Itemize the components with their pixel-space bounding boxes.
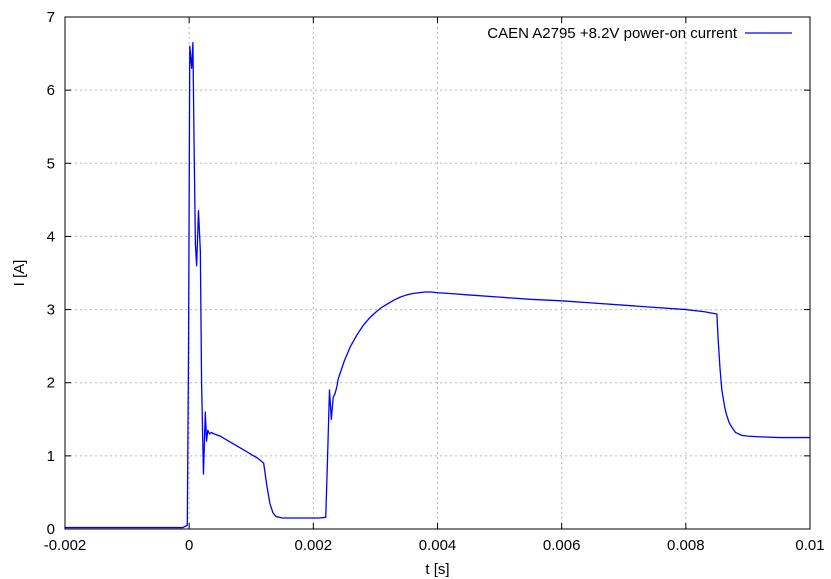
x-tick-label: 0.006 (543, 537, 581, 554)
grid (65, 17, 810, 529)
y-tick-label: 1 (47, 448, 55, 465)
ticks (64, 16, 811, 530)
y-tick-label: 3 (47, 302, 55, 319)
x-axis-label: t [s] (425, 561, 449, 578)
y-tick-label: 4 (47, 228, 55, 245)
x-tick-label: 0.004 (419, 537, 457, 554)
x-tick-label: 0.008 (667, 537, 705, 554)
x-tick-label: -0.002 (44, 537, 87, 554)
y-axis-label: I [A] (11, 260, 28, 287)
legend: CAEN A2795 +8.2V power-on current (487, 25, 792, 42)
y-tick-label: 5 (47, 155, 55, 172)
y-tick-label: 0 (47, 521, 55, 538)
x-tick-label: 0.01 (795, 537, 824, 554)
y-tick-label: 2 (47, 375, 55, 392)
series-line (65, 41, 810, 529)
series-layer (65, 41, 810, 529)
legend-entry-label: CAEN A2795 +8.2V power-on current (487, 25, 738, 42)
x-tick-label: 0 (185, 537, 193, 554)
y-tick-label: 6 (47, 82, 55, 99)
y-tick-label: 7 (47, 9, 55, 26)
x-tick-label: 0.002 (295, 537, 333, 554)
